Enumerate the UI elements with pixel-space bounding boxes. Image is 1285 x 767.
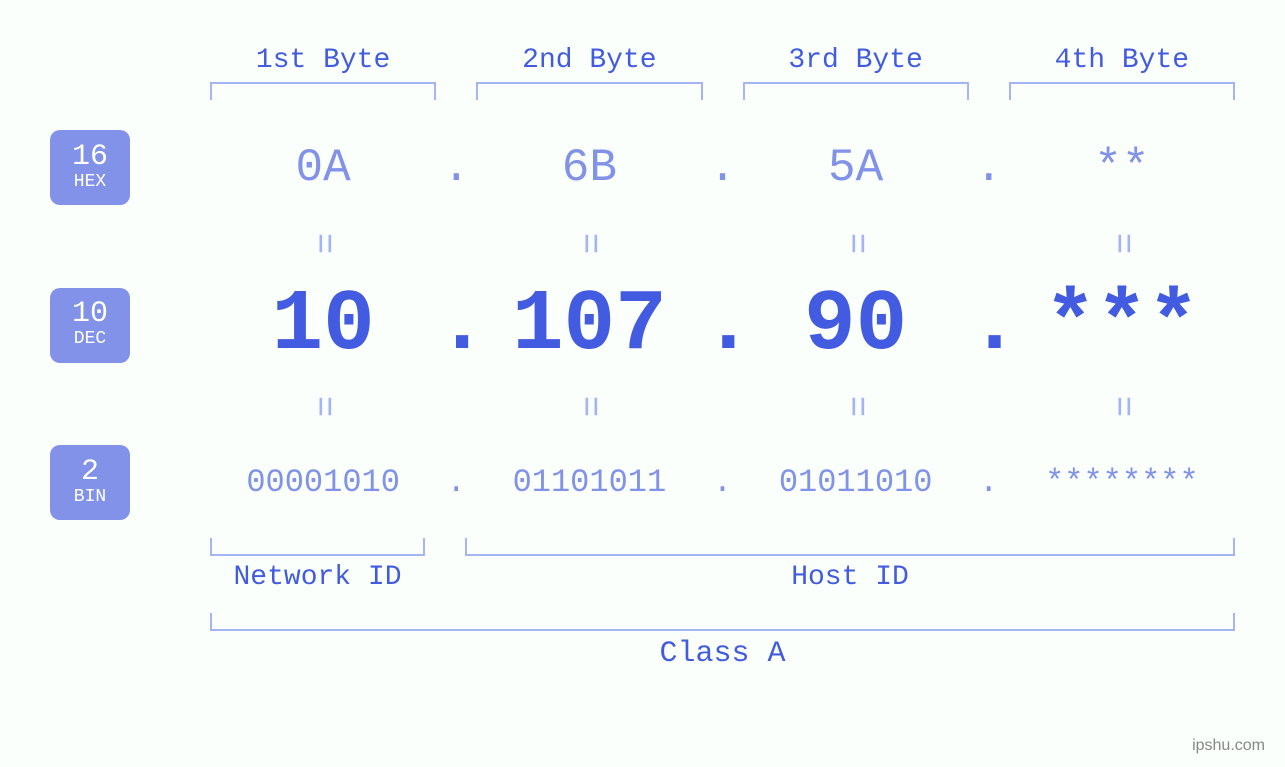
dec-badge-number: 10 [72,299,108,329]
equals-row-1: = = = = [210,223,1235,264]
equals-2-2: = [569,293,610,519]
dec-values: 10 . 107 . 90 . *** [210,282,1235,368]
equals-row-2: = = = = [210,386,1235,427]
byte-header-1: 1st Byte [210,45,436,76]
bin-dot-2: . [703,464,743,501]
byte-headers-row: 1st Byte 2nd Byte 3rd Byte 4th Byte [210,45,1235,76]
network-host-brackets [210,538,1235,556]
hex-badge-number: 16 [72,142,108,172]
bin-badge: 2 BIN [50,445,130,520]
byte-header-4: 4th Byte [1009,45,1235,76]
bin-row: 2 BIN 00001010 . 01101011 . 01011010 . *… [50,445,1235,520]
dec-badge: 10 DEC [50,288,130,363]
watermark: ipshu.com [1192,737,1265,755]
host-id-label: Host ID [465,562,1235,593]
bracket-byte-1 [210,82,436,100]
hex-row: 16 HEX 0A . 6B . 5A . ** [50,130,1235,205]
dec-dot-2: . [703,282,743,368]
bracket-byte-3 [743,82,969,100]
bracket-byte-4 [1009,82,1235,100]
ip-diagram: 1st Byte 2nd Byte 3rd Byte 4th Byte 16 H… [50,45,1235,671]
equals-2-4: = [1101,293,1142,519]
network-id-label: Network ID [210,562,425,593]
hex-dot-2: . [703,142,743,194]
class-bracket [210,613,1235,631]
dec-dot-3: . [969,282,1009,368]
dec-badge-label: DEC [74,329,106,351]
equals-2-3: = [835,293,876,519]
network-id-bracket [210,538,425,556]
dec-row: 10 DEC 10 . 107 . 90 . *** [50,282,1235,368]
hex-dot-3: . [969,142,1009,194]
bin-dot-1: . [436,464,476,501]
hex-values: 0A . 6B . 5A . ** [210,142,1235,194]
class-label: Class A [210,637,1235,671]
host-id-bracket [465,538,1235,556]
hex-badge: 16 HEX [50,130,130,205]
dec-dot-1: . [436,282,476,368]
bin-badge-label: BIN [74,487,106,509]
bracket-byte-2 [476,82,702,100]
byte-header-3: 3rd Byte [743,45,969,76]
hex-dot-1: . [436,142,476,194]
hex-badge-label: HEX [74,172,106,194]
byte-header-2: 2nd Byte [476,45,702,76]
network-host-labels: Network ID Host ID [210,562,1235,593]
bin-values: 00001010 . 01101011 . 01011010 . *******… [210,464,1235,501]
equals-2-1: = [303,293,344,519]
bin-badge-number: 2 [81,457,99,487]
byte-top-brackets [210,82,1235,100]
bin-dot-3: . [969,464,1009,501]
